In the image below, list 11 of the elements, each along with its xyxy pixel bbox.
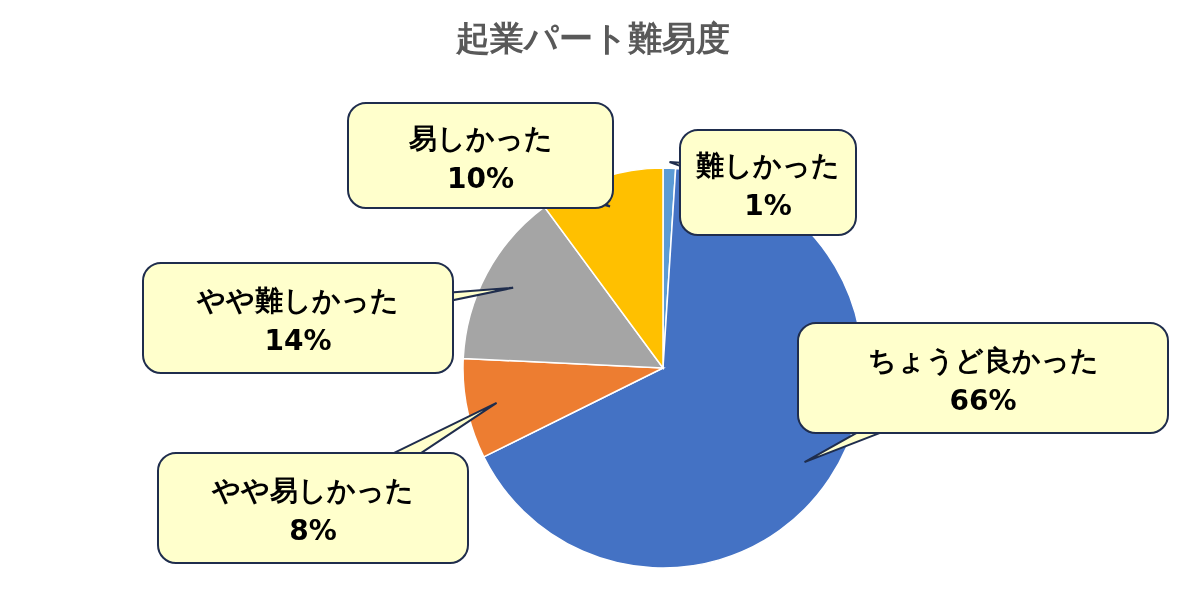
slice-label: 難しかった: [695, 148, 840, 182]
slice-label: 易しかった: [407, 121, 553, 155]
data-label: 66%: [949, 384, 1017, 417]
slice-label: やや易しかった: [211, 474, 414, 507]
data-label: 1%: [744, 188, 792, 222]
slice-label: やや難しかった: [196, 284, 399, 317]
data-label: 10%: [446, 161, 515, 195]
data-label: 8%: [289, 514, 337, 547]
data-label: 14%: [264, 324, 332, 357]
slice-label: ちょうど良かった: [867, 344, 1099, 377]
chart-title: 起業パート難易度: [455, 17, 731, 60]
